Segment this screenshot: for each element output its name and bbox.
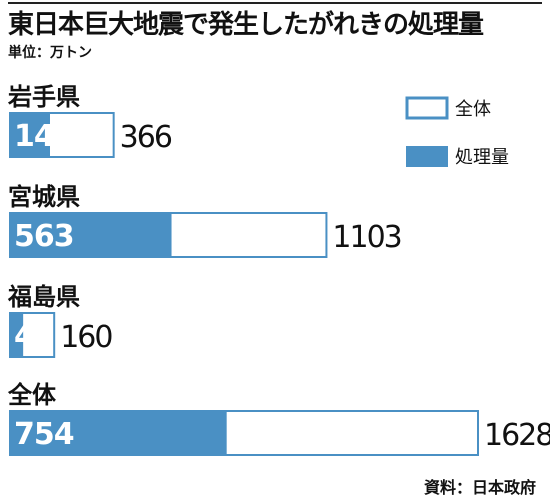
category-label-cat-1: 宮城県 — [8, 183, 80, 211]
bar-processed-cat-2 — [9, 312, 24, 358]
title-top-rule — [8, 2, 542, 4]
legend-swatch-processed — [406, 146, 448, 167]
category-label-cat-2: 福島県 — [7, 283, 80, 311]
category-label-cat-3: 全体 — [7, 381, 57, 409]
legend-label-total: 全体 — [455, 99, 491, 120]
data-label-processed-cat-1: 563 — [14, 219, 74, 254]
bar-processed-cat-1 — [9, 212, 172, 258]
data-label-total-cat-3: 1628 — [484, 418, 550, 453]
data-label-total-cat-2: 160 — [60, 320, 112, 355]
source-note: 資料：日本政府 — [423, 478, 536, 497]
bar-processed-cat-0 — [9, 112, 50, 158]
legend-swatch-total — [405, 96, 449, 120]
chart-title: 東日本巨大地震で発生したがれきの処理量 — [8, 10, 484, 40]
data-label-processed-cat-3: 754 — [14, 417, 74, 452]
category-label-cat-0: 岩手県 — [7, 83, 80, 111]
data-label-total-cat-0: 366 — [120, 120, 172, 155]
legend-label-processed: 処理量 — [455, 147, 509, 168]
bar-processed-cat-3 — [9, 410, 227, 456]
unit-label: 単位：万トン — [8, 45, 92, 61]
data-label-processed-cat-0: 142 — [14, 119, 74, 154]
data-label-total-cat-1: 1103 — [332, 220, 400, 255]
data-label-processed-cat-2: 49 — [14, 319, 54, 354]
